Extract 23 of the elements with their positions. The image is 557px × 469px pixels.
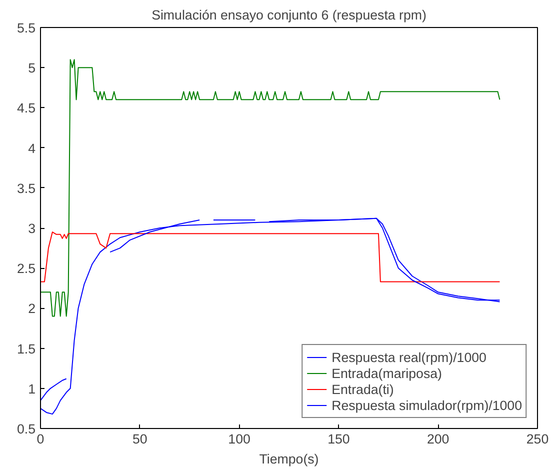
legend-label: Entrada(ti) xyxy=(332,381,394,397)
legend-label: Respuesta real(rpm)/1000 xyxy=(332,349,486,365)
x-tick-label: 0 xyxy=(36,432,44,446)
x-tick-label: 200 xyxy=(426,432,450,446)
y-tick-label: 2.5 xyxy=(16,261,36,276)
y-tick-label: 1 xyxy=(28,381,36,396)
x-axis-title: Tiempo(s) xyxy=(259,452,319,466)
y-tick-label: 5.5 xyxy=(16,20,36,36)
legend-label: Respuesta simulador(rpm)/1000 xyxy=(332,397,522,413)
legend-label: Entrada(mariposa) xyxy=(332,365,442,381)
x-tick-label: 100 xyxy=(228,432,250,446)
y-tick-label: 3.5 xyxy=(16,180,36,196)
x-tick-label: 250 xyxy=(526,432,549,446)
y-tick-label: 4.5 xyxy=(16,100,36,116)
x-tick-label: 150 xyxy=(328,432,350,446)
x-tick-label: 50 xyxy=(132,432,148,446)
y-tick-label: 4 xyxy=(28,140,36,156)
y-tick-label: 0.5 xyxy=(16,422,36,436)
y-tick-label: 5 xyxy=(28,60,36,76)
y-tick-label: 1.5 xyxy=(16,341,36,356)
y-tick-label: 2 xyxy=(28,301,36,316)
chart-title: Simulación ensayo conjunto 6 (respuesta rpm) xyxy=(152,8,426,22)
y-tick-label: 3 xyxy=(28,221,36,236)
